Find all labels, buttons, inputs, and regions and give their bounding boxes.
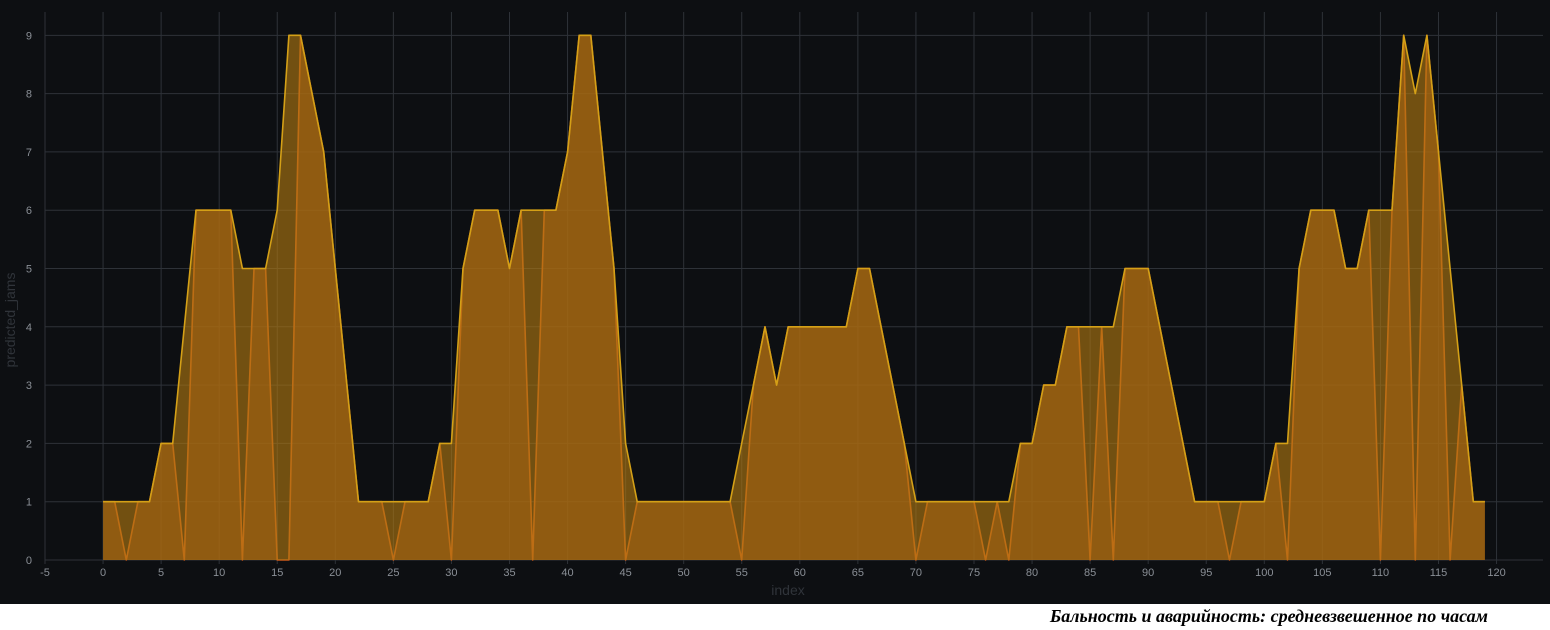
x-tick-label: 15 bbox=[271, 567, 283, 579]
x-tick-label: 45 bbox=[619, 567, 631, 579]
area-chart: -5 0 5 10 15 20 25 30 35 40 45 50 55 60 65 70 75 80 85 90 95… bbox=[2, 12, 1543, 598]
x-tick-label: 25 bbox=[387, 567, 399, 579]
x-tick-label: 70 bbox=[910, 567, 922, 579]
x-tick-label: 90 bbox=[1142, 567, 1154, 579]
x-tick-label: 20 bbox=[329, 567, 341, 579]
x-tick-label: 105 bbox=[1313, 567, 1331, 579]
series-layer bbox=[103, 34, 1485, 561]
x-tick-label: 55 bbox=[736, 567, 748, 579]
y-tick-label: 9 bbox=[26, 30, 32, 42]
x-tick-label: 80 bbox=[1026, 567, 1038, 579]
x-tick-label: 5 bbox=[158, 567, 164, 579]
y-tick-label: 1 bbox=[26, 497, 32, 509]
y-tick-label: 4 bbox=[26, 322, 32, 334]
series-1-line bbox=[103, 34, 1485, 503]
x-tick-label: 30 bbox=[445, 567, 457, 579]
x-tick-label: 60 bbox=[794, 567, 806, 579]
y-tick-label: 7 bbox=[26, 147, 32, 159]
y-tick-label: 6 bbox=[26, 205, 32, 217]
series-1-area bbox=[103, 35, 1485, 561]
y-tick-label: 3 bbox=[26, 380, 32, 392]
x-tick-label: 120 bbox=[1487, 567, 1505, 579]
x-tick-label: 100 bbox=[1255, 567, 1273, 579]
x-tick-label: 85 bbox=[1084, 567, 1096, 579]
y-axis-label: predicted_jams bbox=[2, 273, 18, 368]
chart-caption: Бальность и аварийность: средневзвешенно… bbox=[1049, 606, 1488, 626]
tick-labels: -5 0 5 10 15 20 25 30 35 40 45 50 55 60 65 70 75 80 85 90 95… bbox=[26, 30, 1506, 579]
y-tick-label: 8 bbox=[26, 89, 32, 101]
x-tick-label: 110 bbox=[1372, 567, 1390, 579]
chart-panel: -5 0 5 10 15 20 25 30 35 40 45 50 55 60 65 70 75 80 85 90 95… bbox=[0, 0, 1550, 604]
x-tick-label: 0 bbox=[100, 567, 106, 579]
y-tick-label: 5 bbox=[26, 264, 32, 276]
x-tick-label: 115 bbox=[1430, 567, 1448, 579]
x-tick-label: 75 bbox=[968, 567, 980, 579]
x-tick-label: 10 bbox=[213, 567, 225, 579]
x-tick-label: 50 bbox=[678, 567, 690, 579]
y-tick-label: 2 bbox=[26, 438, 32, 450]
x-axis-label: index bbox=[771, 582, 804, 598]
x-tick-label: 40 bbox=[561, 567, 573, 579]
x-tick-label: -5 bbox=[40, 567, 50, 579]
x-tick-label: 95 bbox=[1200, 567, 1212, 579]
y-tick-label: 0 bbox=[26, 555, 32, 567]
x-tick-label: 65 bbox=[852, 567, 864, 579]
x-tick-label: 35 bbox=[503, 567, 515, 579]
